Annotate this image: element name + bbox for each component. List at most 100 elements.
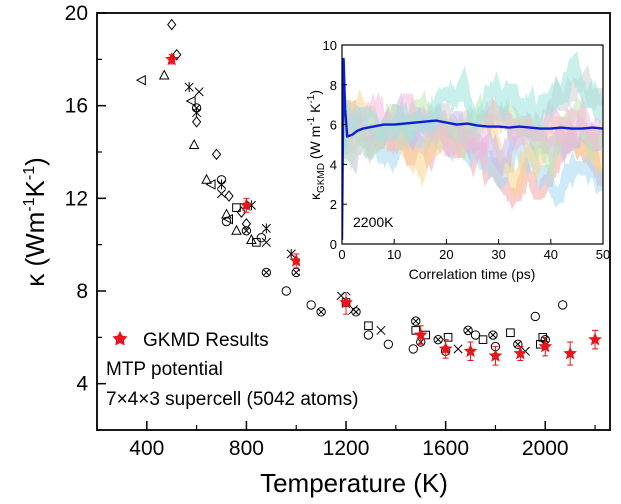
data-point-circle <box>408 344 418 354</box>
annotation-supercell: 7×4×3 supercell (5042 atoms) <box>106 389 358 410</box>
data-point-circle <box>216 175 227 185</box>
data-point-star <box>513 346 528 360</box>
data-point-star <box>239 198 254 212</box>
y-axis-title: κ (Wm-1K-1) <box>20 157 50 287</box>
data-point-diamond <box>236 206 247 219</box>
inset-average-line <box>342 57 603 241</box>
data-point-triangle-up <box>231 224 242 235</box>
inset-x-tick-label: 10 <box>387 247 401 262</box>
y-tick-label: 20 <box>65 2 88 25</box>
data-point-circle <box>221 216 232 227</box>
data-point-circle <box>363 330 374 340</box>
inset-plot-frame <box>341 44 604 245</box>
data-point-circle-cross <box>463 325 473 336</box>
inset-y-tick-label: 10 <box>323 38 337 53</box>
inset-x-tick-label: 20 <box>439 247 453 262</box>
inset-x-axis-title: Correlation time (ps) <box>409 266 536 282</box>
data-point-circle <box>281 286 291 296</box>
data-point-diamond <box>224 190 234 202</box>
data-point-diamond <box>211 148 222 161</box>
data-point-square <box>478 335 488 344</box>
inset-chart: 0 10 20 30 40 50 0 2 4 6 8 10 Correlation time (ps)… <box>300 20 610 292</box>
inset-annotation-temperature: 2200K <box>353 214 394 230</box>
data-point-triangle-left <box>135 74 146 86</box>
x-tick-label: 2000 <box>522 437 569 460</box>
data-point-diamond <box>167 18 177 31</box>
data-point-triangle-up <box>246 233 257 245</box>
inset-y-tick-label: 4 <box>330 157 337 172</box>
annotation-potential: MTP potential <box>106 359 223 380</box>
inset-y-tick-label: 2 <box>330 197 337 212</box>
inset-y-axis-title: κGKMD (W m-1 K-1) <box>306 90 327 200</box>
x-tick-label: 1200 <box>323 437 370 460</box>
data-point-circle <box>256 233 267 243</box>
inset-x-tick-label: 0 <box>338 247 345 262</box>
data-point-circle <box>557 300 568 310</box>
legend-label: GKMD Results <box>143 330 269 351</box>
inset-axis-ticks: 0 10 20 30 40 50 0 2 4 6 8 10 <box>323 38 611 262</box>
x-axis-title: Temperature (K) <box>260 468 448 498</box>
data-point-circle <box>530 311 540 322</box>
inset-x-tick-label: 40 <box>544 247 558 262</box>
data-point-cross <box>261 237 271 247</box>
inset-y-tick-label: 0 <box>330 237 337 252</box>
y-tick-label: 16 <box>65 95 88 118</box>
data-point-square <box>443 333 453 342</box>
data-point-circle-cross <box>261 267 272 278</box>
data-point-star <box>588 332 602 346</box>
data-point-cross <box>194 87 204 97</box>
x-tick-label: 800 <box>229 437 264 460</box>
data-point-asterisk <box>286 248 296 259</box>
data-point-star <box>438 341 453 355</box>
data-point-square <box>506 328 515 337</box>
data-point-star <box>339 295 353 309</box>
data-point-star <box>538 339 553 353</box>
data-point-triangle-left <box>205 179 216 190</box>
data-point-circle <box>306 300 316 310</box>
data-point-cross <box>216 189 227 199</box>
data-point-triangle-up <box>158 69 170 80</box>
x-tick-label: 400 <box>129 437 164 460</box>
y-tick-label: 12 <box>65 187 88 210</box>
data-point-diamond <box>172 48 182 61</box>
data-point-circle-cross <box>411 316 421 326</box>
data-point-asterisk <box>184 82 194 93</box>
data-point-star <box>289 253 304 267</box>
data-point-cross <box>453 344 463 354</box>
data-point-triangle-left <box>222 213 233 225</box>
data-point-circle <box>470 330 481 340</box>
y-tick-label: 4 <box>76 373 88 396</box>
x-tick-label: 1600 <box>422 437 469 460</box>
inset-y-tick-label: 6 <box>330 118 337 133</box>
data-point-circle <box>383 339 394 349</box>
inset-series-line <box>342 57 603 241</box>
data-point-star <box>488 348 503 362</box>
data-point-star <box>164 52 179 66</box>
data-point-circle-cross <box>191 103 202 113</box>
data-point-star <box>463 344 478 358</box>
data-point-triangle-up <box>201 173 212 184</box>
data-point-star <box>563 346 577 360</box>
data-point-asterisk <box>261 223 271 234</box>
data-point-diamond <box>191 116 202 128</box>
main-data-points <box>135 18 602 366</box>
data-point-square <box>232 203 241 212</box>
data-point-circle-cross <box>433 334 443 345</box>
data-point-circle-cross <box>488 330 498 340</box>
data-point-triangle-left <box>185 95 196 107</box>
data-point-square <box>252 238 261 247</box>
data-point-circle-cross <box>351 307 361 317</box>
data-point-square <box>364 321 373 331</box>
inset-x-tick-label: 50 <box>596 247 610 262</box>
inset-x-tick-label: 30 <box>491 247 505 262</box>
data-point-circle-cross <box>316 307 326 317</box>
data-point-star <box>413 327 428 341</box>
main-plot-frame <box>96 12 611 431</box>
y-tick-label: 8 <box>76 280 88 303</box>
data-point-triangle-up <box>188 138 200 150</box>
data-point-diamond <box>241 218 252 230</box>
legend-star-marker <box>112 331 128 346</box>
legend: GKMD Results <box>112 330 269 351</box>
